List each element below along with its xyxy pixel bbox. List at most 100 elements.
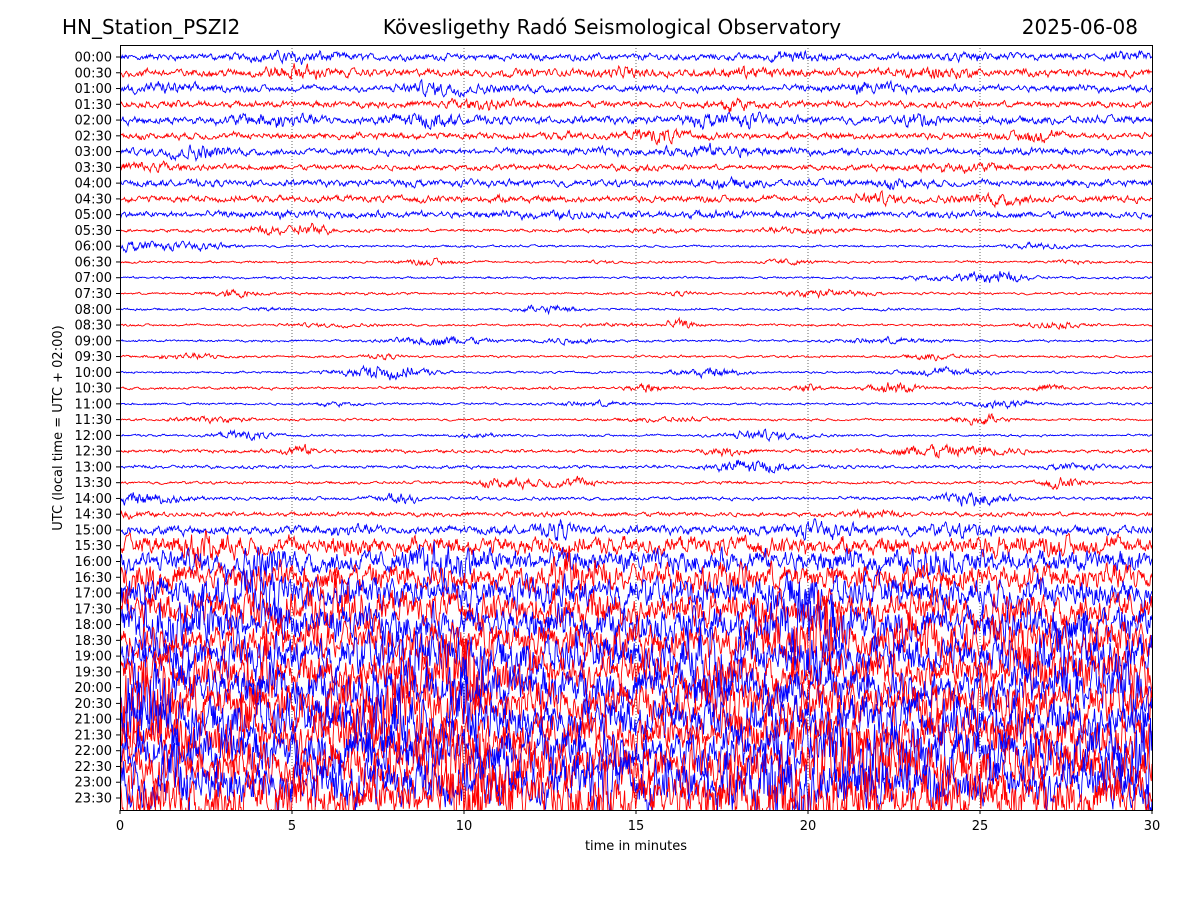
y-tick-label: 06:00 [75, 240, 112, 255]
trace-0430 [120, 189, 1152, 209]
trace-1530 [120, 529, 1152, 569]
trace-1000 [120, 364, 1152, 381]
trace-1500 [120, 518, 1152, 542]
trace-1800 [120, 589, 1152, 672]
trace-1230 [120, 443, 1152, 459]
trace-0300 [120, 142, 1152, 163]
y-tick-label: 07:30 [75, 287, 112, 302]
x-tick-label: 15 [628, 819, 645, 834]
y-tick-label: 14:30 [75, 508, 112, 523]
x-tick-label: 30 [1144, 819, 1161, 834]
trace-1630 [120, 545, 1152, 600]
trace-1300 [120, 459, 1152, 474]
trace-0900 [120, 335, 1152, 347]
y-tick-label: 16:30 [75, 571, 112, 586]
y-tick-label: 11:30 [75, 413, 112, 428]
trace-0730 [120, 288, 1152, 300]
y-tick-label: 05:30 [75, 224, 112, 239]
x-tick-label: 10 [456, 819, 473, 834]
y-tick-label: 08:00 [75, 303, 112, 318]
observatory-title: Kövesligethy Radó Seismological Observat… [382, 15, 842, 39]
trace-0930 [120, 351, 1152, 362]
y-tick-label: 06:30 [75, 255, 112, 270]
y-tick-label: 04:00 [75, 177, 112, 192]
trace-1100 [120, 398, 1152, 410]
y-tick-label: 07:00 [75, 271, 112, 286]
y-tick-label: 03:00 [75, 145, 112, 160]
trace-2300 [120, 724, 1152, 810]
trace-0200 [120, 111, 1152, 131]
trace-0500 [120, 208, 1152, 222]
x-axis-label: time in minutes [585, 839, 687, 854]
y-tick-label: 09:30 [75, 350, 112, 365]
trace-0030 [120, 63, 1152, 81]
x-tick-label: 0 [116, 819, 124, 834]
trace-0600 [120, 240, 1152, 254]
station-title: HN_Station_PSZI2 [62, 15, 241, 39]
y-tick-label: 19:30 [75, 665, 112, 680]
trace-0400 [120, 175, 1152, 191]
y-tick-label: 23:30 [75, 792, 112, 807]
y-tick-label: 00:00 [75, 51, 112, 66]
y-tick-label: 20:00 [75, 681, 112, 696]
y-tick-label: 19:00 [75, 650, 112, 665]
y-tick-label: 20:30 [75, 697, 112, 712]
y-tick-label: 10:00 [75, 366, 112, 381]
trace-2030 [120, 661, 1152, 762]
y-tick-label: 11:00 [75, 397, 112, 412]
date-title: 2025-06-08 [1021, 15, 1138, 39]
trace-0230 [120, 127, 1152, 146]
trace-1200 [120, 428, 1152, 443]
trace-0130 [120, 97, 1152, 113]
y-tick-label: 13:00 [75, 460, 112, 475]
y-tick-label: 12:00 [75, 429, 112, 444]
trace-1700 [120, 568, 1152, 618]
trace-0630 [120, 257, 1152, 267]
y-tick-label: 08:30 [75, 319, 112, 334]
y-tick-label: 00:30 [75, 66, 112, 81]
y-tick-label: 10:30 [75, 382, 112, 397]
y-tick-label: 23:00 [75, 776, 112, 791]
y-tick-label: 21:30 [75, 728, 112, 743]
y-tick-label: 02:30 [75, 129, 112, 144]
y-tick-label: 02:00 [75, 114, 112, 129]
y-tick-label: 09:00 [75, 334, 112, 349]
y-tick-label: 13:30 [75, 476, 112, 491]
trace-2200 [120, 704, 1152, 810]
trace-1430 [120, 508, 1152, 521]
y-tick-label: 05:00 [75, 208, 112, 223]
y-tick-label: 12:30 [75, 445, 112, 460]
y-tick-label: 15:30 [75, 539, 112, 554]
trace-0000 [120, 49, 1152, 65]
trace-0330 [120, 160, 1152, 174]
y-axis-label: UTC (local time = UTC + 02:00) [51, 325, 66, 530]
x-tick-label: 5 [288, 819, 296, 834]
trace-1030 [120, 381, 1152, 394]
y-tick-label: 22:00 [75, 744, 112, 759]
y-tick-label: 01:00 [75, 82, 112, 97]
trace-1900 [120, 620, 1152, 704]
y-tick-label: 21:00 [75, 713, 112, 728]
y-tick-label: 15:00 [75, 523, 112, 538]
trace-1400 [120, 491, 1152, 507]
y-tick-label: 03:30 [75, 161, 112, 176]
y-tick-label: 18:30 [75, 634, 112, 649]
trace-0800 [120, 304, 1152, 316]
trace-2100 [120, 667, 1152, 766]
trace-0530 [120, 222, 1152, 237]
trace-0830 [120, 316, 1152, 331]
trace-0100 [120, 78, 1152, 98]
y-tick-label: 22:30 [75, 760, 112, 775]
y-tick-label: 16:00 [75, 555, 112, 570]
y-tick-label: 14:00 [75, 492, 112, 507]
y-tick-label: 01:30 [75, 98, 112, 113]
x-tick-label: 20 [800, 819, 817, 834]
trace-1330 [120, 475, 1152, 491]
trace-1130 [120, 412, 1152, 426]
trace-2330 [120, 760, 1152, 810]
y-tick-label: 04:30 [75, 192, 112, 207]
x-tick-label: 25 [972, 819, 989, 834]
y-tick-label: 17:00 [75, 587, 112, 602]
y-tick-label: 18:00 [75, 618, 112, 633]
